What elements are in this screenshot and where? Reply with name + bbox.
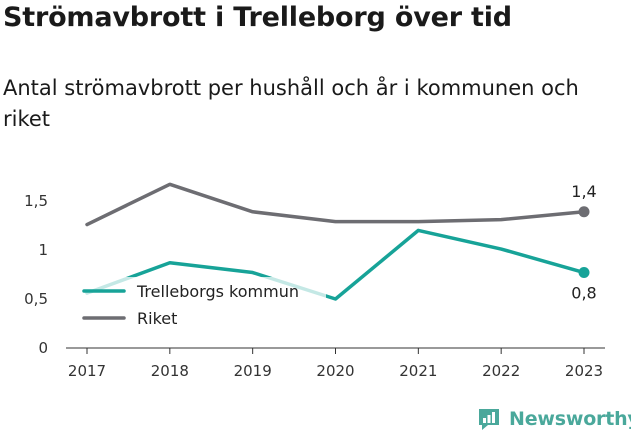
- x-tick-label: 2020: [316, 362, 354, 380]
- end-label-riket: 1,4: [571, 182, 596, 201]
- brand-logo: Newsworthy: [476, 406, 631, 432]
- legend-label-riket: Riket: [137, 309, 177, 328]
- y-tick-label: 0,5: [24, 290, 48, 308]
- y-tick-label: 1,5: [24, 192, 48, 210]
- brand-name: Newsworthy: [509, 408, 631, 430]
- data-point-kommun: [578, 267, 590, 279]
- x-tick-label: 2019: [234, 362, 272, 380]
- y-tick-label: 0: [38, 339, 48, 357]
- series-line-riket: [85, 182, 586, 227]
- chart-series: [85, 182, 590, 301]
- x-tick-label: 2023: [565, 362, 603, 380]
- y-tick-label: 1: [38, 241, 48, 259]
- legend-label-kommun: Trelleborgs kommun: [136, 282, 299, 301]
- legend-backdrop: [76, 277, 326, 301]
- chart-legend: Trelleborgs kommun Riket: [76, 277, 326, 328]
- chart-logo-icon: [479, 409, 499, 430]
- chart-title: Strömavbrott i Trelleborg över tid: [3, 2, 512, 33]
- chart-subtitle: Antal strömavbrott per hushåll och år i …: [3, 76, 579, 131]
- chart-axes: 0 0,5 1 1,5 2017 2018 2019 2020 2021 2022 2023: [24, 192, 605, 380]
- x-tick-label: 2021: [399, 362, 437, 380]
- data-point-riket: [578, 206, 590, 218]
- x-tick-label: 2017: [68, 362, 106, 380]
- x-tick-label: 2022: [482, 362, 520, 380]
- x-tick-label: 2018: [151, 362, 189, 380]
- end-label-kommun: 0,8: [571, 284, 596, 303]
- chart-data-labels: 0,8 1,4: [571, 182, 596, 303]
